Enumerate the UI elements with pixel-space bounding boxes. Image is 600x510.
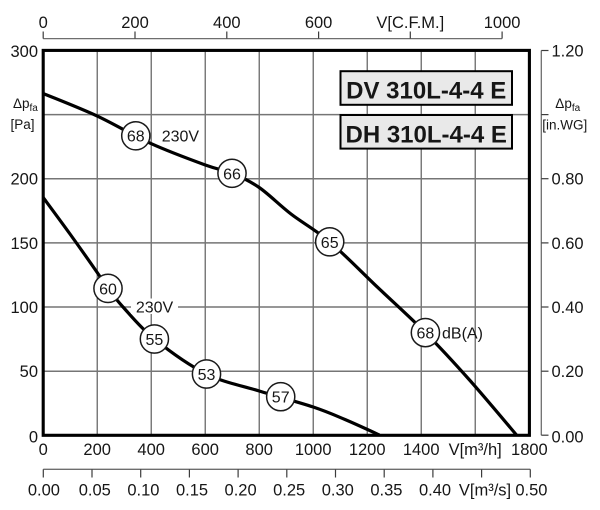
svg-text:dB(A): dB(A) (442, 325, 483, 342)
svg-text:DH 310L-4-4 E: DH 310L-4-4 E (346, 121, 507, 148)
svg-text:0.20: 0.20 (225, 482, 257, 500)
svg-text:0.40: 0.40 (552, 299, 584, 317)
svg-text:55: 55 (146, 332, 164, 349)
svg-text:1000: 1000 (484, 14, 521, 32)
svg-text:400: 400 (137, 441, 165, 459)
svg-text:50: 50 (20, 363, 38, 381)
svg-text:0: 0 (39, 441, 48, 459)
svg-text:[in.WG]: [in.WG] (542, 118, 587, 133)
svg-text:66: 66 (223, 166, 241, 183)
svg-text:1800: 1800 (511, 441, 548, 459)
svg-text:V[m³/s]: V[m³/s] (459, 482, 511, 500)
svg-text:600: 600 (191, 441, 219, 459)
svg-text:0.00: 0.00 (28, 482, 60, 500)
svg-text:400: 400 (213, 14, 241, 32)
svg-text:230V: 230V (162, 128, 200, 145)
svg-text:68: 68 (417, 326, 435, 343)
svg-text:0: 0 (29, 429, 38, 447)
svg-text:0.35: 0.35 (370, 482, 402, 500)
svg-text:57: 57 (272, 390, 290, 407)
svg-text:0: 0 (39, 14, 48, 32)
svg-text:V[C.F.M.]: V[C.F.M.] (376, 14, 444, 32)
svg-text:1400: 1400 (403, 441, 440, 459)
svg-text:1.20: 1.20 (552, 43, 584, 61)
svg-text:230V: 230V (136, 299, 174, 316)
svg-text:0.50: 0.50 (515, 482, 547, 500)
svg-text:0.30: 0.30 (322, 482, 354, 500)
svg-text:0.80: 0.80 (552, 171, 584, 189)
svg-text:53: 53 (198, 367, 216, 384)
svg-text:150: 150 (10, 235, 38, 253)
svg-text:0.05: 0.05 (79, 482, 111, 500)
svg-text:DV 310L-4-4 E: DV 310L-4-4 E (346, 77, 506, 104)
svg-text:1200: 1200 (349, 441, 386, 459)
svg-text:0.20: 0.20 (552, 363, 584, 381)
svg-text:600: 600 (305, 14, 333, 32)
svg-text:800: 800 (245, 441, 273, 459)
svg-text:65: 65 (321, 235, 339, 252)
svg-text:0.10: 0.10 (127, 482, 159, 500)
svg-text:1000: 1000 (295, 441, 332, 459)
svg-text:[Pa]: [Pa] (11, 117, 35, 132)
svg-text:200: 200 (121, 14, 149, 32)
svg-text:68: 68 (127, 129, 145, 146)
svg-text:0.40: 0.40 (419, 482, 451, 500)
svg-text:300: 300 (10, 43, 38, 61)
svg-text:200: 200 (10, 171, 38, 189)
svg-text:0.00: 0.00 (552, 429, 584, 447)
svg-text:0.15: 0.15 (176, 482, 208, 500)
svg-text:100: 100 (10, 299, 38, 317)
svg-text:V[m³/h]: V[m³/h] (449, 441, 502, 459)
svg-text:60: 60 (99, 281, 117, 298)
svg-text:0.60: 0.60 (552, 235, 584, 253)
svg-text:200: 200 (83, 441, 111, 459)
svg-text:0.25: 0.25 (273, 482, 305, 500)
